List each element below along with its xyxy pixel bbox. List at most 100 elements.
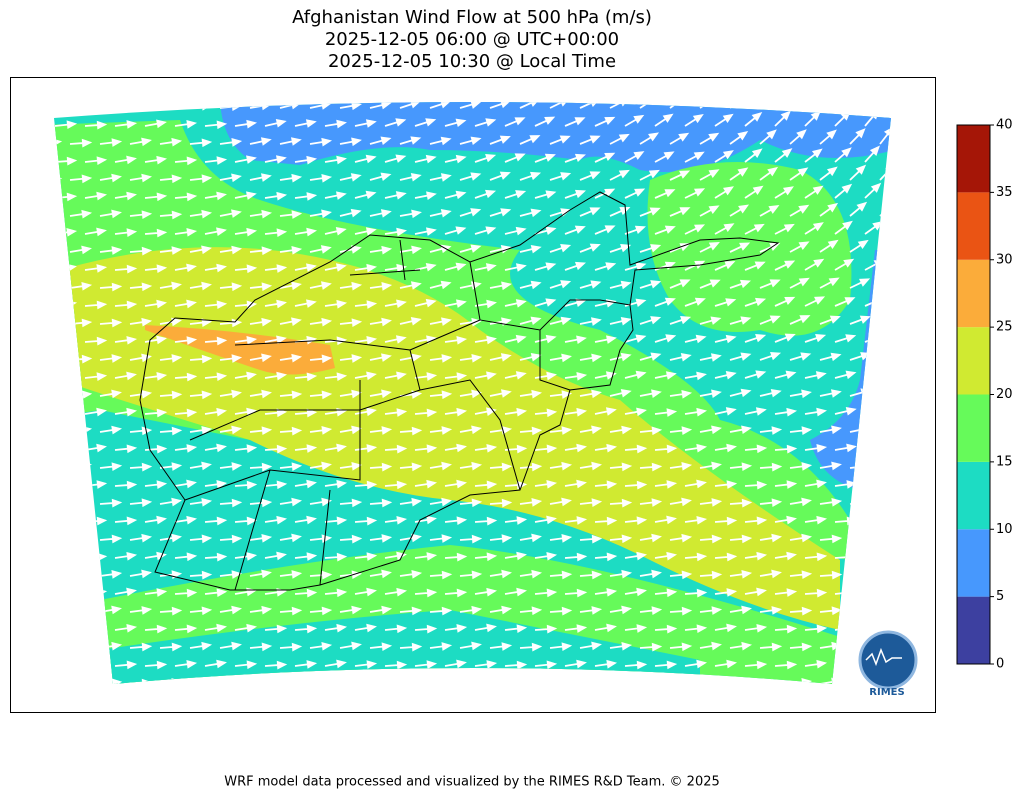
wind-arrow: [459, 677, 483, 684]
wind-arrow: [594, 225, 616, 235]
wind-arrow: [729, 570, 753, 579]
wind-arrow: [624, 370, 647, 380]
wind-arrow: [294, 263, 317, 272]
wind-arrow: [579, 461, 602, 471]
footer: WRF model data processed and visualized …: [224, 775, 720, 790]
wind-arrow: [369, 678, 393, 684]
wind-arrow: [834, 220, 853, 235]
wind-arrow: [444, 516, 468, 526]
speed-region: [145, 325, 335, 375]
wind-arrow: [219, 282, 243, 292]
wind-arrow: [84, 300, 108, 310]
wind-arrow: [624, 188, 646, 199]
wind-arrow: [729, 498, 753, 508]
wind-arrow: [474, 118, 497, 127]
wind-arrow: [399, 642, 423, 652]
wind-arrow: [714, 588, 738, 597]
wind-arrow: [879, 462, 891, 472]
wind-arrow: [519, 102, 541, 109]
wind-arrow: [564, 407, 588, 417]
wind-arrow: [534, 298, 557, 307]
wind-arrow: [669, 570, 693, 580]
wind-arrow: [534, 190, 557, 199]
wind-arrow: [744, 516, 768, 526]
wind-arrow: [504, 190, 527, 199]
wind-arrow: [189, 354, 213, 364]
wind-arrow: [354, 371, 377, 381]
wind-arrow: [414, 227, 437, 236]
wind-arrow: [84, 659, 108, 669]
wind-arrow: [339, 173, 362, 182]
wind-arrow: [84, 227, 107, 237]
wind-arrow: [324, 372, 348, 382]
wind-arrow: [369, 245, 393, 255]
wind-arrow: [249, 137, 272, 146]
wind-arrow: [219, 498, 243, 508]
wind-arrow: [399, 497, 423, 507]
wind-arrow: [249, 173, 272, 182]
wind-arrow: [744, 185, 764, 199]
wind-arrow: [774, 407, 798, 417]
colorbar-tick-label: 35: [996, 185, 1013, 200]
wind-arrow: [744, 148, 763, 163]
wind-arrow: [519, 426, 543, 436]
wind-arrow: [144, 408, 168, 418]
wind-arrow: [654, 113, 674, 127]
wind-arrow: [369, 498, 393, 508]
wind-arrow: [264, 371, 288, 381]
wind-arrow: [819, 570, 843, 580]
wind-arrow: [729, 605, 752, 615]
wind-arrow: [204, 588, 228, 598]
wind-arrow: [234, 119, 258, 129]
wind-arrow: [174, 588, 198, 598]
colorbar-segment: [957, 259, 990, 328]
wind-arrow: [144, 228, 168, 238]
wind-arrow: [309, 281, 332, 290]
wind-arrow: [399, 533, 422, 543]
wind-arrow: [159, 497, 182, 507]
wind-arrow: [504, 334, 527, 344]
wind-arrow: [99, 354, 123, 363]
wind-arrow: [84, 336, 108, 346]
wind-arrow: [609, 498, 633, 508]
wind-arrow: [819, 315, 841, 325]
wind-arrow: [834, 406, 857, 416]
wind-arrow: [699, 677, 722, 684]
wind-arrow: [219, 534, 243, 544]
wind-arrow: [489, 353, 512, 362]
wind-arrow: [654, 444, 678, 454]
wind-arrow: [324, 588, 348, 598]
wind-arrow: [54, 588, 78, 598]
wind-arrow: [354, 300, 378, 309]
wind-arrow: [249, 317, 273, 327]
wind-arrow: [564, 552, 588, 562]
wind-arrow: [684, 151, 705, 163]
wind-arrow: [339, 245, 362, 254]
wind-arrow: [474, 299, 497, 309]
wind-arrow: [489, 462, 513, 472]
wind-arrow: [789, 570, 813, 580]
wind-arrow: [144, 335, 167, 345]
wind-arrow: [114, 264, 138, 274]
wind-arrow: [759, 388, 782, 398]
wind-arrow: [879, 240, 891, 253]
wind-arrow: [744, 370, 767, 379]
wind-arrow: [534, 153, 556, 163]
wind-arrow: [54, 659, 78, 669]
wind-arrow: [324, 263, 347, 272]
wind-arrow: [729, 131, 749, 145]
wind-arrow: [354, 119, 377, 128]
wind-arrow: [549, 353, 572, 363]
wind-arrow: [759, 166, 779, 181]
wind-arrow: [879, 533, 891, 543]
wind-arrow: [744, 407, 767, 416]
wind-arrow: [519, 678, 543, 684]
wind-arrow: [789, 389, 812, 399]
wind-arrow: [159, 354, 183, 363]
wind-arrow: [354, 227, 377, 236]
wind-arrow: [714, 623, 737, 633]
wind-arrow: [174, 372, 198, 382]
wind-arrow: [114, 444, 138, 454]
wind-arrow: [774, 370, 797, 380]
wind-arrow: [759, 642, 783, 652]
